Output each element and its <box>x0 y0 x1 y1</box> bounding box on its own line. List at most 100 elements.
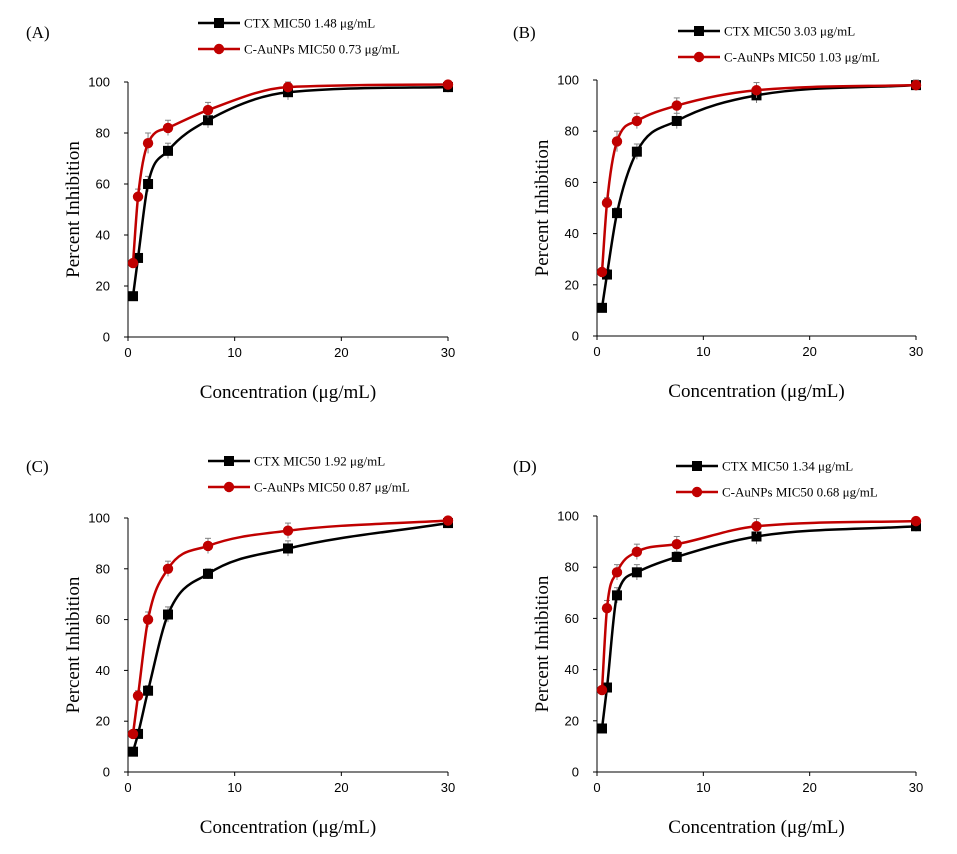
legend-marker-square <box>214 18 224 28</box>
legend-marker-square <box>692 461 702 471</box>
legend-item: C-AuNPs MIC50 0.87 μg/mL <box>208 480 410 495</box>
data-point-circle <box>910 79 922 91</box>
legend-label: CTX MIC50 3.03 μg/mL <box>724 24 855 39</box>
y-tick-label: 20 <box>565 277 579 292</box>
data-point-square <box>163 609 173 620</box>
data-point-circle <box>751 521 762 532</box>
data-point-circle <box>631 546 643 558</box>
x-tick-label: 20 <box>334 780 348 795</box>
series-line <box>600 83 917 273</box>
data-point-circle <box>282 81 294 93</box>
legend-item: CTX MIC50 1.34 μg/mL <box>676 459 853 474</box>
data-point-circle <box>442 79 454 90</box>
data-point-circle <box>282 525 294 536</box>
y-tick-label: 60 <box>565 611 579 626</box>
y-tick-label: 80 <box>96 126 110 141</box>
data-point-square <box>128 746 139 757</box>
chart-panel-1: (B) 0 20 40 60 80 100 0 10 20 30 Concentration (μg/… <box>513 23 923 402</box>
data-point-square <box>596 723 607 734</box>
legend-label: C-AuNPs MIC50 0.87 μg/mL <box>254 480 410 495</box>
legend-marker-circle <box>693 51 705 63</box>
series-c-aunps <box>596 515 922 696</box>
y-tick-label: 40 <box>96 663 110 678</box>
series-ctx <box>596 79 921 313</box>
data-point-square <box>631 567 642 578</box>
y-tick-label: 20 <box>565 713 579 728</box>
data-point-circle <box>442 515 454 526</box>
data-point-circle <box>596 266 608 278</box>
data-point-circle <box>671 100 682 111</box>
y-tick-label: 20 <box>96 714 110 729</box>
data-point-circle <box>162 122 174 134</box>
legend-item: CTX MIC50 1.92 μg/mL <box>208 454 385 469</box>
data-point-circle <box>601 197 613 209</box>
data-point-square <box>143 685 154 696</box>
legend-marker-circle <box>223 481 235 493</box>
data-point-circle <box>142 138 154 149</box>
legend-item: C-AuNPs MIC50 0.73 μg/mL <box>198 42 400 57</box>
x-tick-label: 10 <box>696 344 710 359</box>
y-tick-label: 60 <box>96 177 110 192</box>
x-tick-label: 20 <box>802 780 816 795</box>
data-point-circle <box>611 567 623 578</box>
series-c-aunps <box>127 515 454 740</box>
legend-item: CTX MIC50 1.48 μg/mL <box>198 16 375 31</box>
x-tick-label: 30 <box>909 344 923 359</box>
data-point-square <box>203 568 213 579</box>
y-tick-label: 20 <box>96 279 110 294</box>
series-line <box>131 85 449 297</box>
legend-label: C-AuNPs MIC50 0.68 μg/mL <box>722 485 878 500</box>
y-tick-label: 100 <box>88 75 110 90</box>
x-tick-label: 30 <box>441 780 455 795</box>
data-point-circle <box>910 515 922 527</box>
data-point-circle <box>611 136 623 147</box>
series-line <box>600 519 917 691</box>
legend-item: CTX MIC50 3.03 μg/mL <box>678 24 855 39</box>
data-point-circle <box>631 115 643 127</box>
data-point-square <box>596 302 607 313</box>
x-tick-label: 10 <box>227 780 241 795</box>
series-ctx <box>596 520 921 734</box>
data-point-circle <box>202 540 214 552</box>
data-point-square <box>611 208 622 219</box>
legend-label: CTX MIC50 1.92 μg/mL <box>254 454 385 469</box>
data-point-circle <box>127 257 139 269</box>
x-tick-label: 30 <box>441 345 455 360</box>
x-tick-label: 0 <box>593 344 600 359</box>
data-point-square <box>631 146 642 157</box>
data-point-circle <box>671 538 682 550</box>
legend-item: C-AuNPs MIC50 1.03 μg/mL <box>678 50 880 65</box>
panel-label: (B) <box>513 23 536 42</box>
series-line <box>600 83 917 309</box>
panel-label: (C) <box>26 457 49 476</box>
data-point-square <box>163 145 173 156</box>
data-point-circle <box>202 104 214 116</box>
legend-marker-circle <box>691 486 703 498</box>
y-tick-label: 0 <box>103 330 110 345</box>
series-c-aunps <box>596 79 922 278</box>
y-tick-label: 40 <box>565 662 579 677</box>
y-tick-label: 100 <box>88 511 110 526</box>
data-point-square <box>143 179 154 189</box>
y-axis-title: Percent Inhibition <box>63 141 84 278</box>
y-tick-label: 100 <box>557 73 579 88</box>
panel-label: (D) <box>513 457 537 476</box>
x-axis-title: Concentration (μg/mL) <box>668 381 844 402</box>
y-tick-label: 0 <box>572 329 579 344</box>
legend-label: CTX MIC50 1.34 μg/mL <box>722 459 853 474</box>
y-tick-label: 80 <box>565 560 579 575</box>
y-tick-label: 40 <box>565 226 579 241</box>
legend-item: C-AuNPs MIC50 0.68 μg/mL <box>676 485 878 500</box>
y-tick-label: 0 <box>572 765 579 780</box>
data-point-square <box>203 115 213 126</box>
x-axis-title: Concentration (μg/mL) <box>668 817 844 838</box>
legend-marker-circle <box>213 43 225 55</box>
x-tick-label: 10 <box>227 345 241 360</box>
x-tick-label: 10 <box>696 780 710 795</box>
data-point-square <box>751 531 762 542</box>
data-point-square <box>128 291 139 302</box>
data-point-square <box>601 682 612 693</box>
x-tick-label: 0 <box>593 780 600 795</box>
data-point-square <box>283 543 293 554</box>
